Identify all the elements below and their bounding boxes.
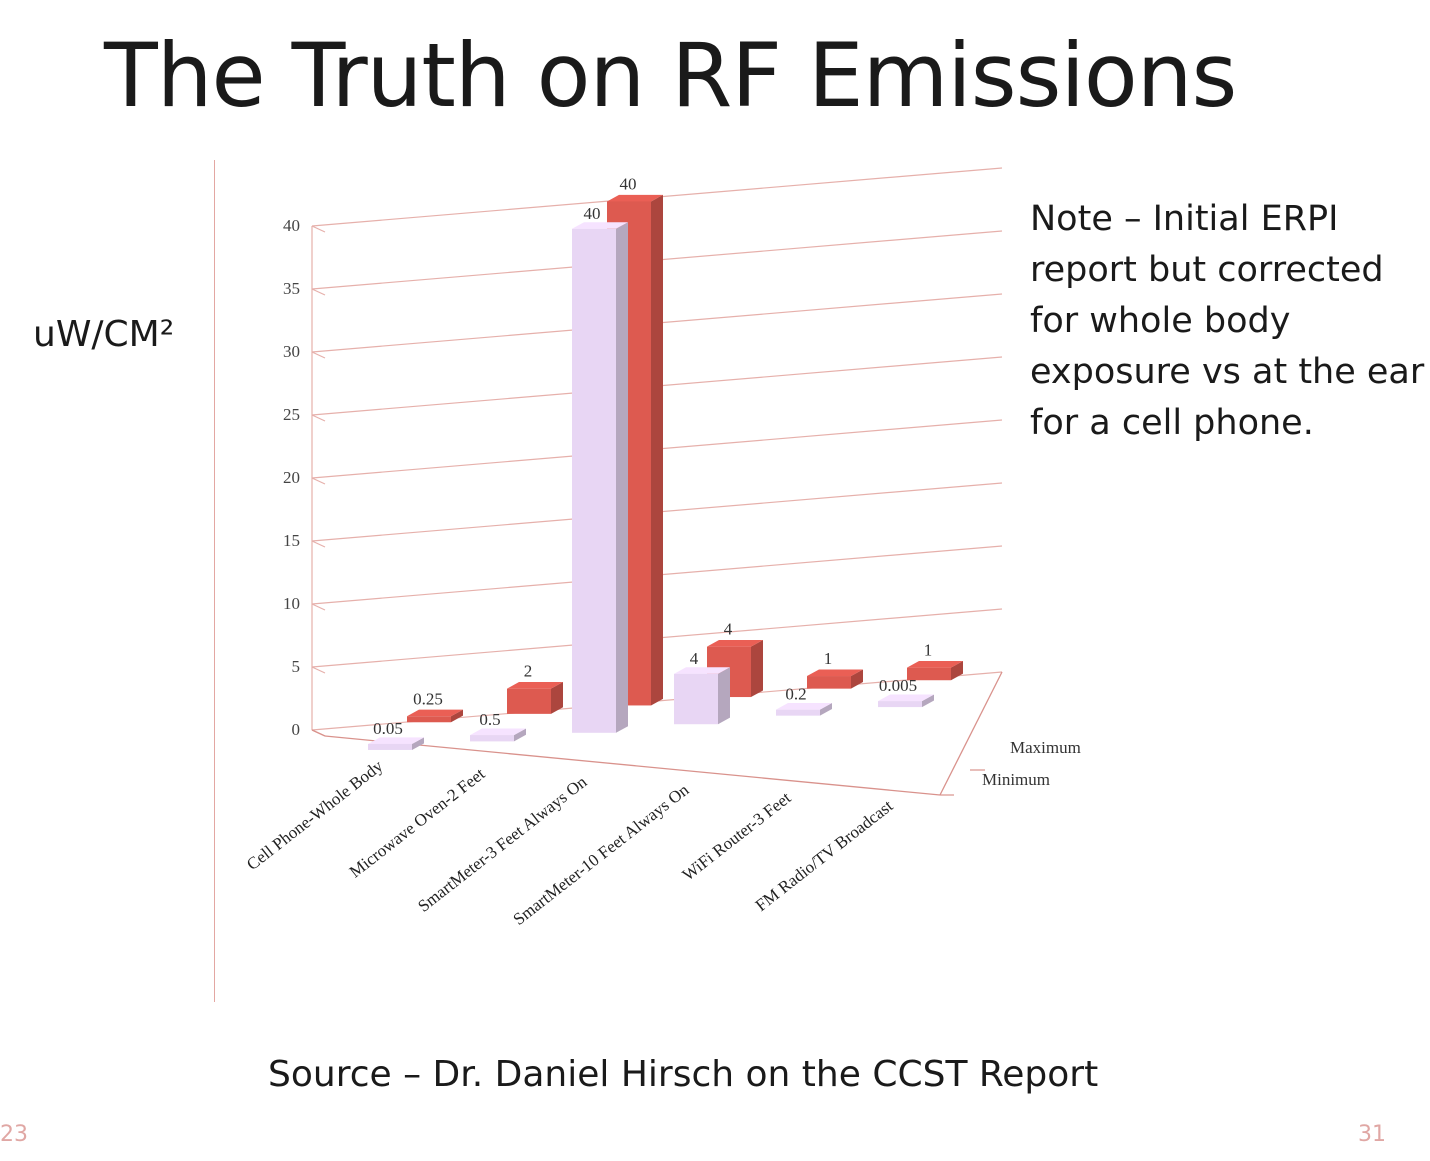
y-tick-label: 15 [283, 531, 300, 550]
data-label-minimum: 40 [584, 204, 601, 223]
bar-front [878, 701, 922, 708]
bar-top [368, 737, 424, 744]
bar-minimum [470, 728, 526, 742]
gridline-tick [311, 666, 326, 674]
bar-minimum [368, 737, 424, 750]
gridline-tick [311, 603, 326, 611]
bar-side [616, 222, 628, 733]
gridline-tick [311, 477, 326, 485]
bar-side [651, 194, 663, 706]
y-tick-label: 25 [283, 405, 300, 424]
y-tick-label: 35 [283, 279, 300, 298]
y-tick-label: 5 [292, 657, 301, 676]
gridline-tick [311, 540, 326, 548]
bar-side [751, 640, 763, 698]
chart-note: Note – Initial ERPI report but corrected… [1030, 199, 1425, 443]
y-tick-label: 0 [292, 720, 301, 739]
bar-top [707, 640, 763, 647]
bar-maximum [907, 661, 963, 681]
bar-top [776, 703, 832, 710]
bar-front [572, 228, 616, 733]
page-number-right: 31 [1358, 1122, 1386, 1147]
bar-side [514, 728, 526, 742]
bar-minimum [776, 703, 832, 716]
slide-title: The Truth on RF Emissions [104, 24, 1237, 127]
bar-side [851, 669, 863, 689]
data-label-maximum: 0.25 [413, 689, 443, 708]
bar-maximum [507, 682, 563, 714]
bar-front [807, 676, 851, 689]
bar-front [776, 709, 820, 716]
legend-maximum: Maximum [1010, 738, 1081, 757]
bar-top [607, 194, 663, 202]
y-tick-label: 10 [283, 594, 300, 613]
y-tick-label: 20 [283, 468, 300, 487]
bar-maximum [807, 669, 863, 689]
gridline-tick [311, 288, 326, 296]
bar-front [907, 667, 951, 681]
bar-top [572, 222, 628, 229]
x-category-label: WiFi Router-3 Feet [679, 788, 795, 884]
gridline-tick [311, 225, 326, 233]
legend-minimum: Minimum [982, 770, 1050, 789]
y-tick-label: 30 [283, 342, 300, 361]
data-label-maximum: 4 [724, 620, 733, 639]
data-label-minimum: 0.2 [785, 685, 806, 704]
data-label-minimum: 0.5 [479, 710, 500, 729]
bar-front [674, 673, 718, 725]
bar-top [507, 682, 563, 689]
bar-front [507, 688, 551, 714]
bar-minimum [878, 694, 934, 708]
x-category-label: SmartMeter-10 Feet Always On [510, 780, 693, 929]
bar-front [368, 743, 412, 750]
bar-top [674, 667, 730, 674]
bar-side [951, 661, 963, 681]
floor-left-edge [311, 729, 326, 737]
data-label-maximum: 2 [524, 662, 533, 681]
chart-bars [368, 194, 963, 750]
data-label-maximum: 1 [824, 649, 833, 668]
bar-side [922, 694, 934, 708]
bar-side [451, 709, 463, 723]
bar-side [551, 682, 563, 714]
data-label-minimum: 4 [690, 649, 699, 668]
x-axis-line [324, 735, 941, 796]
bar-minimum [674, 667, 730, 725]
bar-maximum [407, 709, 463, 723]
data-label-maximum: 1 [924, 641, 933, 660]
bar-front [470, 735, 514, 742]
data-label-minimum: 0.05 [373, 719, 403, 738]
bar-front [407, 716, 451, 723]
bar-top [470, 728, 526, 736]
data-label-minimum: 0.005 [879, 676, 917, 695]
gridline-tick [311, 351, 326, 359]
y-unit-label: uW/CM² [33, 314, 175, 355]
chart-axes [311, 226, 1003, 796]
bar-top [907, 661, 963, 668]
page-number-left: 23 [0, 1122, 28, 1147]
bar-side [820, 703, 832, 716]
data-label-maximum: 40 [620, 174, 637, 193]
source-caption: Source – Dr. Daniel Hirsch on the CCST R… [268, 1054, 1099, 1095]
floor-right-edge [939, 671, 1003, 796]
bar-minimum [572, 222, 628, 733]
bar-side [412, 737, 424, 750]
bar-top [807, 669, 863, 677]
bar-top [407, 709, 463, 717]
bar-top [878, 694, 934, 702]
bar-side [718, 667, 730, 725]
slide-divider-line [214, 160, 215, 1002]
y-tick-label: 40 [283, 216, 300, 235]
gridline-tick [311, 414, 326, 422]
